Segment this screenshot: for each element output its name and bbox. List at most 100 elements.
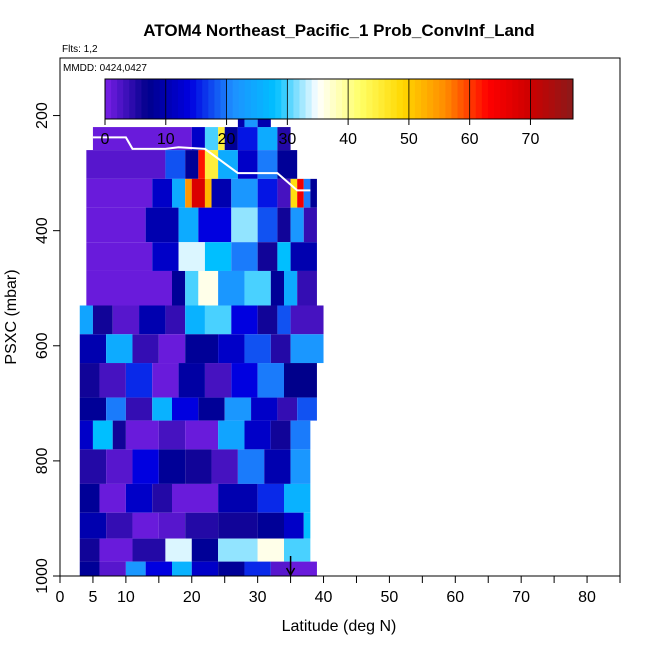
heatmap-cell	[99, 561, 126, 576]
heatmap-cell	[277, 207, 291, 243]
heatmap-cell	[132, 449, 159, 484]
heatmap-cells	[79, 92, 324, 576]
heatmap-cell	[86, 242, 153, 271]
colorbar-segment	[190, 79, 197, 119]
colorbar-segment	[487, 79, 495, 119]
heatmap-cell	[310, 178, 317, 208]
y-axis-label: PSXC (mbar)	[3, 269, 20, 364]
colorbar-segment	[390, 79, 398, 119]
heatmap-cell	[125, 420, 159, 450]
colorbar-segment	[530, 79, 537, 119]
colorbar-tick-label: 20	[218, 131, 236, 148]
x-tick-label: 10	[117, 589, 135, 606]
colorbar-segment	[421, 79, 428, 119]
heatmap-cell	[198, 397, 225, 421]
heatmap-cell	[79, 483, 100, 513]
colorbar-segment	[378, 79, 385, 119]
heatmap-cell	[79, 363, 100, 398]
heatmap-cell	[198, 270, 219, 306]
heatmap-cell	[211, 449, 238, 484]
heatmap-cell	[290, 305, 324, 335]
y-tick-label: 200	[34, 102, 51, 129]
heatmap-cell	[185, 334, 219, 364]
colorbar-segment	[451, 79, 458, 119]
colorbar-segment	[402, 79, 410, 119]
colorbar-segment	[554, 79, 562, 119]
heatmap-cell	[152, 483, 172, 513]
colorbar-segment	[269, 79, 276, 119]
heatmap-cell	[284, 363, 317, 398]
heatmap-cell	[112, 420, 126, 450]
colorbar-segment	[311, 79, 319, 119]
heatmap-cell	[178, 242, 205, 271]
colorbar-segment	[184, 79, 191, 119]
heatmap-cell	[125, 561, 146, 576]
y-axis: 200 400 600 800 1000	[34, 102, 60, 594]
colorbar-segment	[208, 79, 215, 119]
heatmap-cell	[158, 449, 186, 484]
heatmap-cell	[297, 178, 304, 208]
colorbar-segment	[263, 79, 270, 119]
colorbar-segment	[408, 79, 416, 119]
heatmap-cell	[218, 538, 258, 562]
x-tick-label: 80	[578, 589, 596, 606]
colorbar-segment	[500, 79, 507, 119]
colorbar-segment	[171, 79, 179, 119]
heatmap-cell	[244, 334, 271, 364]
heatmap-cell	[86, 178, 153, 208]
heatmap-cell	[86, 207, 146, 243]
heatmap-cell	[284, 512, 304, 539]
colorbar-segment	[518, 79, 525, 119]
heatmap-cell	[284, 483, 311, 513]
heatmap-cell	[277, 178, 291, 208]
heatmap-cell	[218, 512, 258, 539]
heatmap-cell	[158, 334, 186, 364]
x-tick-label: 60	[446, 589, 464, 606]
colorbar-segment	[177, 79, 185, 119]
heatmap-cell	[92, 127, 192, 151]
x-tick-label: 40	[315, 589, 333, 606]
colorbar-segment	[238, 79, 246, 119]
heatmap-cell	[257, 305, 278, 335]
heatmap-cell	[237, 127, 258, 151]
heatmap-cell	[79, 305, 93, 335]
colorbar-segment	[117, 79, 124, 119]
colorbar-tick-label: 50	[400, 131, 418, 148]
colorbar-segment	[111, 79, 118, 119]
heatmap-cell	[244, 561, 271, 576]
heatmap-cell	[231, 305, 258, 335]
colorbar-segment	[566, 79, 574, 119]
heatmap-cell	[257, 483, 284, 513]
colorbar-segment	[512, 79, 519, 119]
heatmap-cell	[257, 512, 284, 539]
heatmap-cell	[172, 270, 186, 306]
heatmap-cell	[172, 397, 199, 421]
colorbar-segment	[348, 79, 355, 119]
colorbar-segment	[414, 79, 422, 119]
heatmap-cell	[277, 127, 291, 151]
heatmap-cell	[257, 178, 278, 208]
heatmap-cell	[139, 305, 166, 335]
colorbar-segment	[281, 79, 288, 119]
heatmap-cell	[244, 270, 271, 306]
heatmap-cell	[165, 538, 192, 562]
heatmap-cell	[191, 127, 205, 151]
heatmap-cell	[257, 127, 278, 151]
colorbar-segment	[141, 79, 148, 119]
heatmap-cell	[79, 538, 100, 562]
flights-label: Flts: 1,2	[62, 44, 98, 55]
heatmap-cell	[257, 150, 278, 179]
colorbar-segment	[354, 79, 361, 119]
colorbar-segment	[329, 79, 337, 119]
heatmap-cell	[218, 150, 238, 179]
heatmap-cell	[303, 207, 317, 243]
heatmap-cell	[284, 270, 298, 306]
heatmap-cell	[198, 207, 232, 243]
colorbar-segment	[299, 79, 306, 119]
flight-track-line	[92, 136, 311, 192]
colorbar-segment	[153, 79, 161, 119]
colorbar-segment	[475, 79, 483, 119]
x-tick-label: 20	[183, 589, 201, 606]
heatmap-cell	[185, 150, 199, 179]
